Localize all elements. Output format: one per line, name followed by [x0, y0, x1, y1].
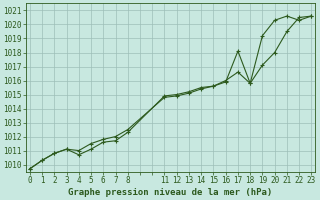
X-axis label: Graphe pression niveau de la mer (hPa): Graphe pression niveau de la mer (hPa) — [68, 188, 273, 197]
